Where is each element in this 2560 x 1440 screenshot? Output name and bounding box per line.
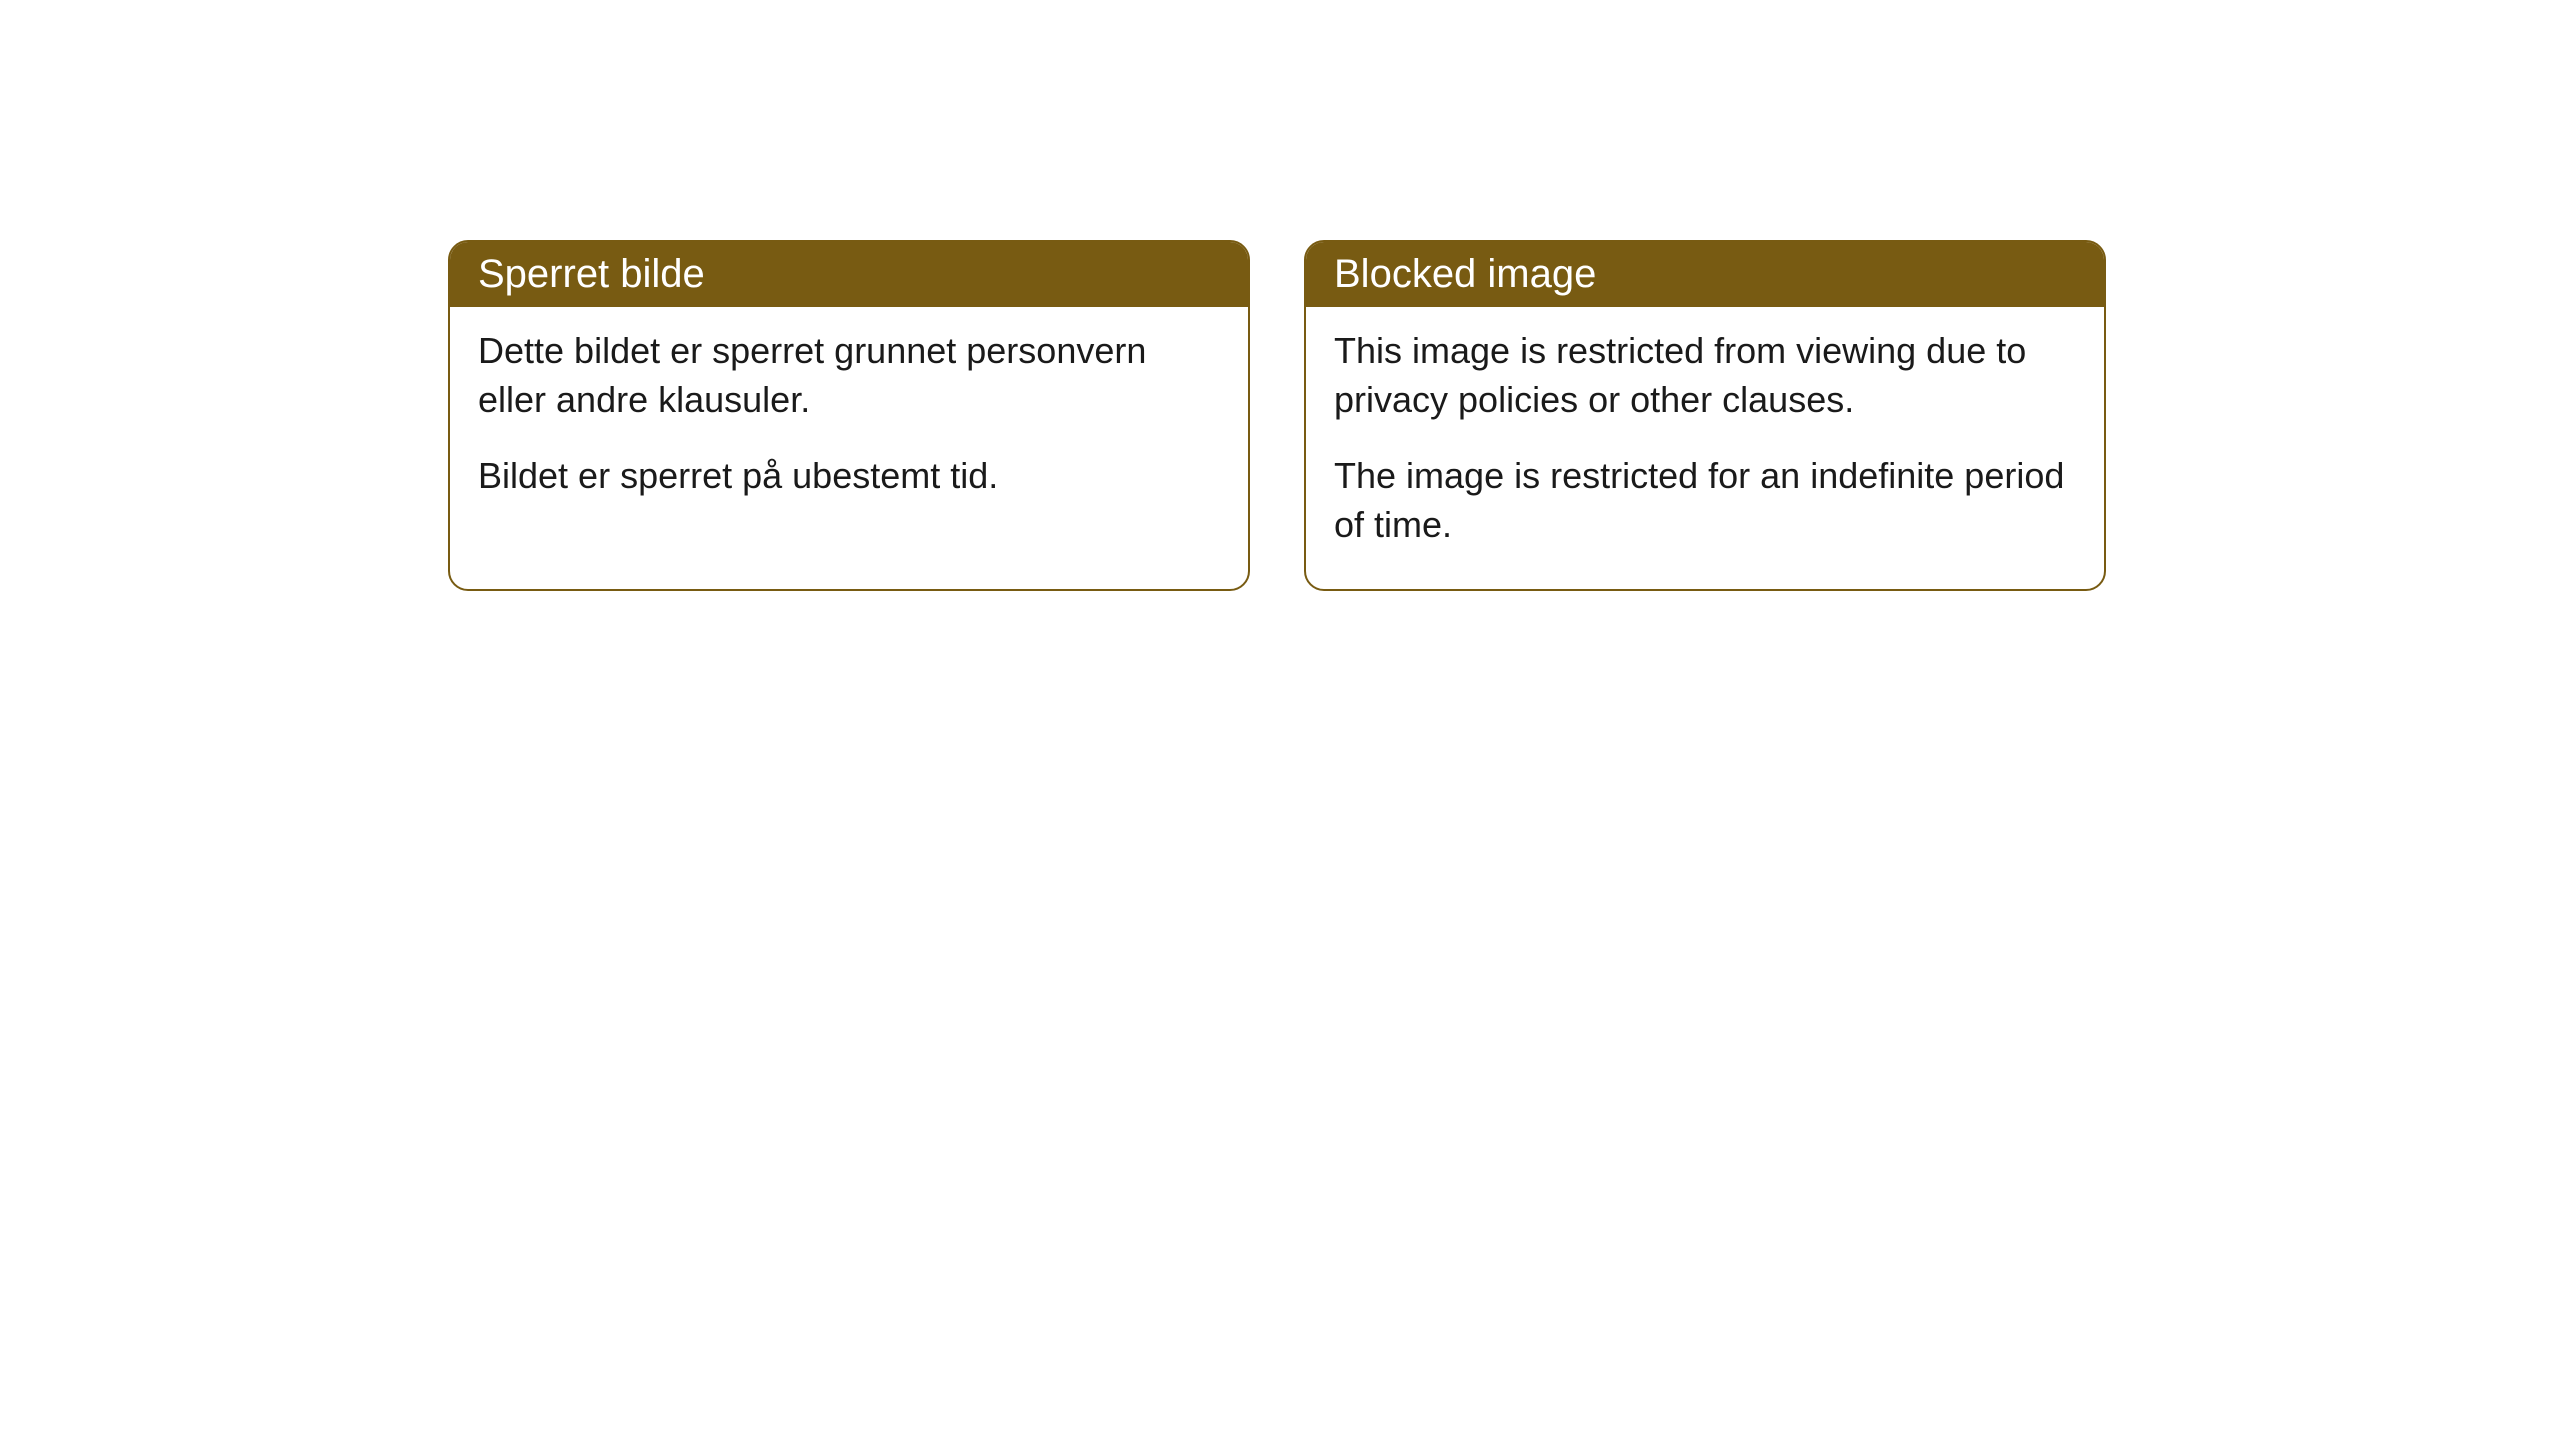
card-paragraph: Bildet er sperret på ubestemt tid. bbox=[478, 452, 1220, 501]
notice-card-english: Blocked image This image is restricted f… bbox=[1304, 240, 2106, 591]
card-container: Sperret bilde Dette bildet er sperret gr… bbox=[448, 240, 2106, 591]
card-paragraph: This image is restricted from viewing du… bbox=[1334, 327, 2076, 424]
card-title: Sperret bilde bbox=[450, 242, 1248, 307]
card-title: Blocked image bbox=[1306, 242, 2104, 307]
notice-card-norwegian: Sperret bilde Dette bildet er sperret gr… bbox=[448, 240, 1250, 591]
card-body: Dette bildet er sperret grunnet personve… bbox=[450, 307, 1248, 541]
card-body: This image is restricted from viewing du… bbox=[1306, 307, 2104, 589]
card-paragraph: The image is restricted for an indefinit… bbox=[1334, 452, 2076, 549]
card-paragraph: Dette bildet er sperret grunnet personve… bbox=[478, 327, 1220, 424]
